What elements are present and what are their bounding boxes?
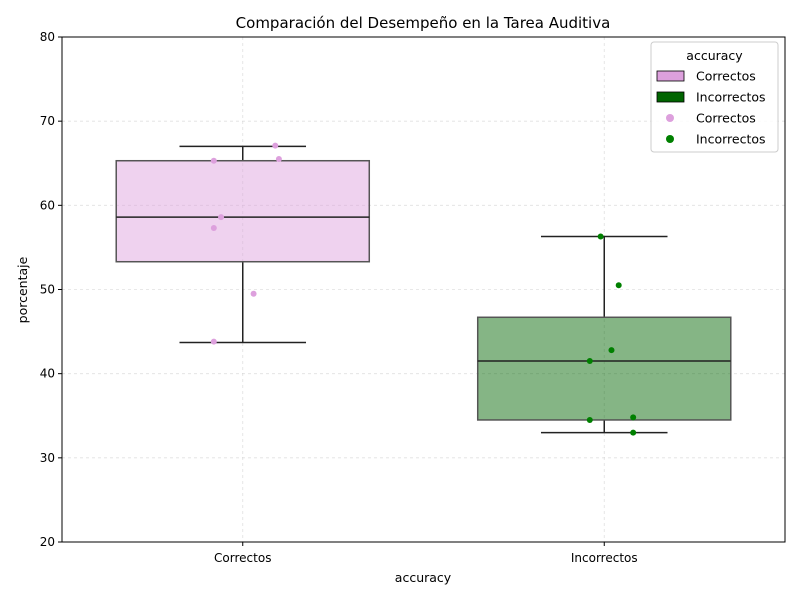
legend-label: Correctos bbox=[696, 69, 756, 84]
legend-marker bbox=[666, 114, 674, 122]
data-point bbox=[250, 290, 257, 297]
data-point bbox=[210, 157, 217, 164]
data-point bbox=[630, 429, 637, 436]
data-point bbox=[218, 214, 225, 221]
legend-item: Correctos bbox=[666, 111, 756, 126]
legend-item: Correctos bbox=[656, 69, 756, 84]
y-tick-label: 50 bbox=[40, 283, 55, 297]
y-tick-label: 80 bbox=[40, 30, 55, 44]
legend-label: Correctos bbox=[696, 111, 756, 126]
legend-frame bbox=[650, 41, 779, 153]
legend-title: accuracy bbox=[686, 48, 743, 63]
x-axis-label: accuracy bbox=[395, 570, 452, 585]
data-point bbox=[275, 156, 282, 163]
legend-label: Incorrectos bbox=[696, 132, 766, 147]
data-point bbox=[615, 282, 622, 289]
legend-item: Incorrectos bbox=[666, 132, 766, 147]
legend: accuracy Correctos Incorrectos Correctos Inc… bbox=[650, 41, 779, 153]
boxes-layer bbox=[115, 145, 732, 434]
data-point bbox=[597, 233, 604, 240]
box-incorrectos bbox=[476, 235, 732, 434]
y-tick-label: 70 bbox=[40, 114, 55, 128]
y-tick-label: 20 bbox=[40, 535, 55, 549]
y-axis: 20 30 40 50 60 70 80 bbox=[40, 30, 62, 549]
x-axis: Correctos Incorrectos bbox=[214, 542, 638, 565]
data-point bbox=[586, 416, 593, 423]
data-point bbox=[608, 347, 615, 354]
chart-title: Comparación del Desempeño en la Tarea Au… bbox=[236, 14, 611, 32]
x-tick-label: Incorrectos bbox=[571, 551, 638, 565]
y-tick-label: 30 bbox=[40, 451, 55, 465]
box-correctos bbox=[115, 145, 371, 344]
box-body bbox=[476, 316, 732, 421]
legend-patch bbox=[656, 91, 685, 103]
y-axis-label: porcentaje bbox=[15, 256, 30, 323]
x-tick-label: Correctos bbox=[214, 551, 271, 565]
data-point bbox=[210, 225, 217, 232]
legend-patch bbox=[656, 70, 685, 82]
legend-item: Incorrectos bbox=[656, 90, 766, 105]
legend-marker bbox=[666, 135, 674, 143]
y-tick-label: 40 bbox=[40, 367, 55, 381]
points-layer bbox=[210, 142, 637, 436]
legend-label: Incorrectos bbox=[696, 90, 766, 105]
data-point bbox=[272, 142, 279, 149]
box-body bbox=[115, 159, 371, 263]
data-point bbox=[630, 414, 637, 421]
data-point bbox=[586, 358, 593, 365]
data-point bbox=[210, 338, 217, 345]
y-tick-label: 60 bbox=[40, 198, 55, 212]
